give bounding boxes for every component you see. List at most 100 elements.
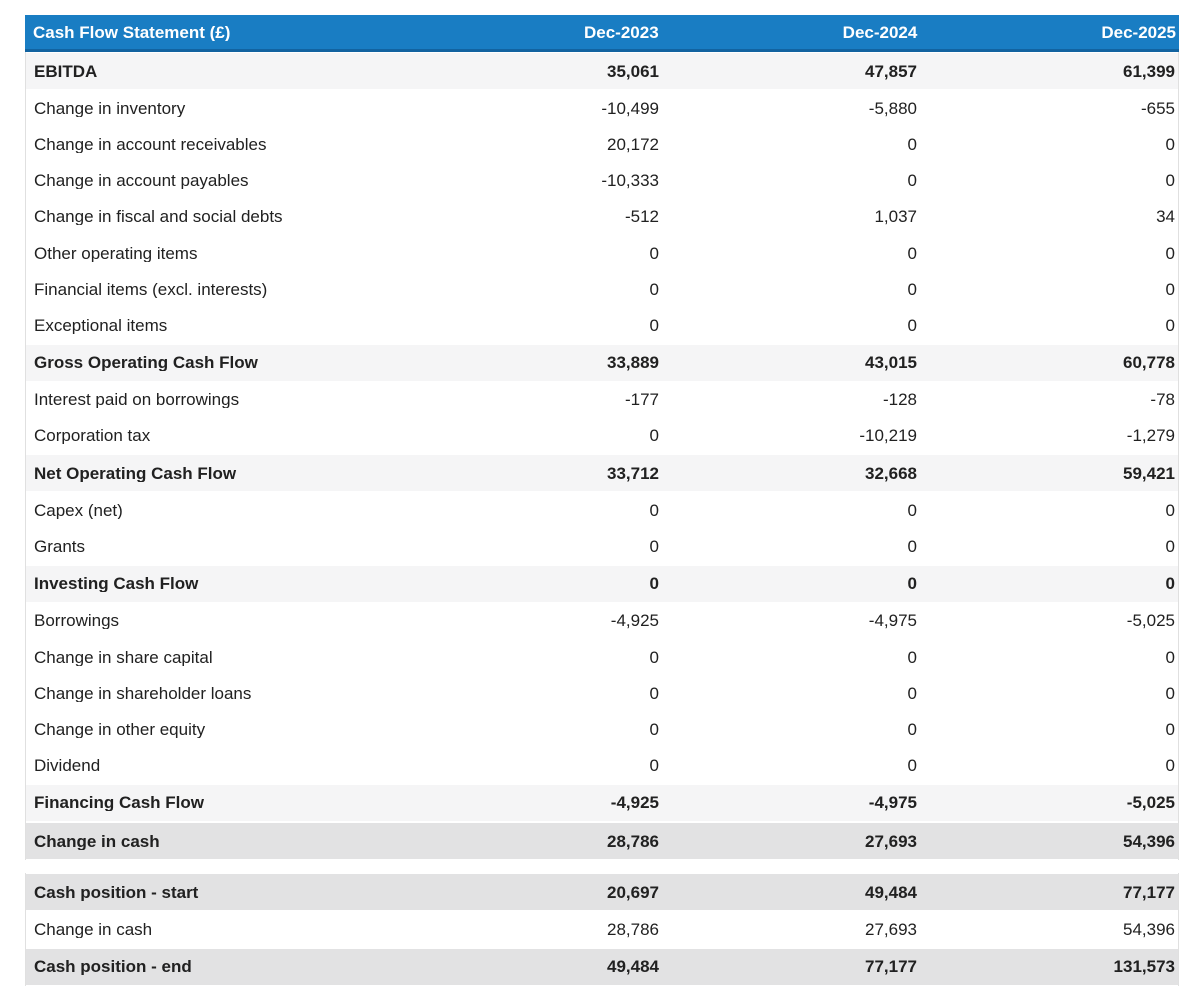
table-row: Financing Cash Flow -4,925 -4,975 -5,025 [26,783,1178,822]
row-value-dec-2024: 47,857 [865,62,917,80]
table-header-row: Cash Flow Statement (£) Dec-2023 Dec-202… [25,15,1179,52]
row-value-dec-2024: 77,177 [865,958,917,976]
row-label: Change in account receivables [34,135,267,153]
row-value-dec-2025: 0 [1165,538,1175,556]
row-label: Change in other equity [34,720,206,738]
table-row: Change in cash 28,786 27,693 54,396 [26,821,1178,861]
row-value-dec-2025: 0 [1165,684,1175,702]
row-label: Dividend [34,757,101,775]
row-value-dec-2024: 0 [907,757,917,775]
row-value-dec-2023: -10,333 [601,172,659,190]
row-label: Change in fiscal and social debts [34,208,283,226]
row-value-dec-2023: -512 [624,208,659,226]
row-value-dec-2025: 60,778 [1123,354,1175,372]
column-header-dec-2023: Dec-2023 [584,23,659,41]
row-value-dec-2025: 0 [1165,648,1175,666]
row-label: Corporation tax [34,427,151,445]
table-row: Corporation tax 0 -10,219 -1,279 [26,417,1178,455]
cash-flow-statement-table: Cash Flow Statement (£) Dec-2023 Dec-202… [25,15,1179,986]
row-value-dec-2023: 28,786 [607,920,659,938]
row-value-dec-2023: 0 [649,757,659,775]
row-value-dec-2025: 77,177 [1123,883,1175,901]
row-value-dec-2025: 0 [1165,575,1175,593]
row-value-dec-2024: -5,880 [868,99,917,117]
row-value-dec-2024: 49,484 [865,883,917,901]
column-header-dec-2025: Dec-2025 [1101,23,1177,41]
row-value-dec-2024: 43,015 [865,354,917,372]
row-value-dec-2023: 0 [649,280,659,298]
table-row: Change in shareholder loans 0 0 0 [26,675,1178,712]
row-value-dec-2024: 32,668 [865,464,917,482]
row-label: Exceptional items [34,316,168,334]
table-row: Change in cash 28,786 27,693 54,396 [26,911,1178,948]
row-value-dec-2023: 0 [649,501,659,519]
table-row: Borrowings -4,925 -4,975 -5,025 [26,602,1178,639]
row-label: Other operating items [34,244,198,262]
table-row: Gross Operating Cash Flow 33,889 43,015 … [26,343,1178,382]
row-value-dec-2023: 33,712 [607,464,659,482]
table-row: Change in account payables -10,333 0 0 [26,162,1178,199]
table-row: Capex (net) 0 0 0 [26,492,1178,529]
row-value-dec-2023: 0 [649,720,659,738]
row-value-dec-2024: 27,693 [865,832,917,850]
row-label: Change in account payables [34,172,249,190]
section-gap [25,860,1179,874]
row-value-dec-2023: -4,925 [610,612,659,630]
table-row: Change in other equity 0 0 0 [26,711,1178,748]
row-label: Financial items (excl. interests) [34,280,268,298]
row-label: EBITDA [34,62,98,80]
row-value-dec-2025: 0 [1165,501,1175,519]
table-row: Grants 0 0 0 [26,528,1178,565]
row-value-dec-2023: -177 [624,391,659,409]
table-row: Change in share capital 0 0 0 [26,639,1178,676]
row-value-dec-2023: 20,697 [607,883,659,901]
row-value-dec-2023: 0 [649,427,659,445]
row-value-dec-2024: 0 [907,135,917,153]
row-value-dec-2023: 0 [649,538,659,556]
row-value-dec-2025: 0 [1165,757,1175,775]
row-label: Financing Cash Flow [34,794,205,812]
row-value-dec-2023: 0 [649,575,659,593]
table-row: Cash position - start 20,697 49,484 77,1… [26,873,1178,912]
column-header-dec-2024: Dec-2024 [842,23,918,41]
row-label: Change in cash [34,920,153,938]
row-value-dec-2024: 0 [907,648,917,666]
row-value-dec-2025: -655 [1140,99,1175,117]
row-value-dec-2023: 0 [649,648,659,666]
row-value-dec-2025: 0 [1165,135,1175,153]
row-value-dec-2025: 54,396 [1123,832,1175,850]
row-value-dec-2025: 131,573 [1113,958,1175,976]
table-row: Financial items (excl. interests) 0 0 0 [26,271,1178,308]
row-value-dec-2024: 27,693 [865,920,917,938]
row-label: Change in inventory [34,99,186,117]
row-label: Cash position - start [34,883,199,901]
row-value-dec-2024: 0 [907,172,917,190]
row-value-dec-2024: 1,037 [874,208,917,226]
row-value-dec-2025: -1,279 [1126,427,1175,445]
row-value-dec-2025: 59,421 [1123,464,1175,482]
table-title: Cash Flow Statement (£) [33,23,231,41]
table-body-cash-position: Cash position - start 20,697 49,484 77,1… [25,873,1179,986]
table-row: Change in fiscal and social debts -512 1… [26,198,1178,235]
row-value-dec-2024: 0 [907,244,917,262]
row-value-dec-2024: -10,219 [859,427,917,445]
table-row: Change in account receivables 20,172 0 0 [26,126,1178,163]
row-value-dec-2023: -10,499 [601,99,659,117]
row-value-dec-2025: 0 [1165,280,1175,298]
row-label: Net Operating Cash Flow [34,464,237,482]
row-label: Gross Operating Cash Flow [34,354,258,372]
row-value-dec-2025: 54,396 [1123,920,1175,938]
row-label: Cash position - end [34,958,192,976]
row-value-dec-2023: 20,172 [607,135,659,153]
table-row: Interest paid on borrowings -177 -128 -7… [26,381,1178,418]
row-value-dec-2025: -5,025 [1126,794,1175,812]
row-value-dec-2024: -4,975 [868,794,917,812]
row-value-dec-2024: 0 [907,538,917,556]
row-value-dec-2025: -78 [1150,391,1175,409]
row-value-dec-2025: 34 [1156,208,1175,226]
table-body-cash-flow: EBITDA 35,061 47,857 61,399 Change in in… [25,52,1179,861]
table-row: Investing Cash Flow 0 0 0 [26,564,1178,603]
table-row: Exceptional items 0 0 0 [26,307,1178,344]
row-value-dec-2024: 0 [907,575,917,593]
row-value-dec-2024: 0 [907,720,917,738]
